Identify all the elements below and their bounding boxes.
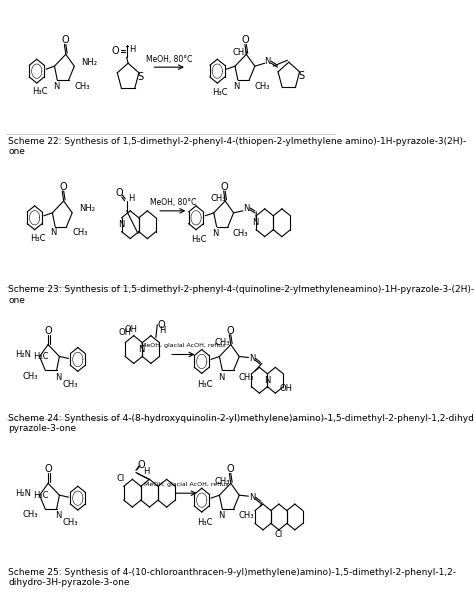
Text: MeOH, glacial AcOH, reflux: MeOH, glacial AcOH, reflux [144, 482, 228, 487]
Text: H: H [159, 326, 165, 335]
Text: H: H [129, 45, 136, 54]
Text: Scheme 22: Synthesis of 1,5-dimethyl-2-phenyl-4-(thiopen-2-ylmethylene amino)-1H: Scheme 22: Synthesis of 1,5-dimethyl-2-p… [9, 136, 467, 156]
Text: O: O [45, 326, 53, 336]
Text: N: N [212, 229, 219, 238]
Text: H₂N: H₂N [15, 489, 31, 498]
Text: Cl: Cl [116, 474, 125, 483]
Text: CH₃: CH₃ [23, 372, 38, 381]
Text: O: O [158, 320, 165, 329]
Text: H₃C: H₃C [30, 234, 45, 243]
Text: CH₃: CH₃ [233, 229, 248, 238]
Text: N: N [55, 373, 61, 382]
Text: N: N [53, 82, 59, 91]
Text: H₃C: H₃C [32, 88, 47, 96]
Text: N: N [218, 373, 224, 382]
Text: O: O [242, 35, 249, 46]
Text: CH₃: CH₃ [62, 380, 78, 389]
Text: N: N [138, 345, 145, 354]
Text: O: O [138, 460, 146, 471]
Text: O: O [220, 182, 228, 192]
Text: O: O [111, 46, 119, 56]
Text: N: N [264, 56, 271, 66]
Text: N: N [51, 228, 57, 237]
Text: N: N [233, 82, 239, 91]
Text: CH₃: CH₃ [23, 510, 38, 519]
Text: CH₃: CH₃ [62, 519, 78, 528]
Text: CH₃: CH₃ [215, 338, 230, 347]
Text: O: O [61, 35, 69, 46]
Text: H₃C: H₃C [197, 380, 212, 389]
Text: N: N [218, 511, 224, 520]
Text: N: N [249, 354, 255, 363]
Text: NH₂: NH₂ [82, 58, 97, 67]
Text: H₃C: H₃C [197, 519, 212, 528]
Text: H: H [128, 195, 135, 204]
Text: O: O [45, 465, 53, 474]
Text: S: S [138, 72, 144, 82]
Text: H₂N: H₂N [15, 350, 31, 359]
Text: H₃C: H₃C [191, 235, 207, 244]
Text: MeOH, 80°C: MeOH, 80°C [146, 55, 192, 64]
Text: N: N [55, 511, 61, 520]
Text: N: N [118, 220, 124, 229]
Text: CH₃: CH₃ [238, 511, 254, 520]
Text: Scheme 23: Synthesis of 1,5-dimethyl-2-phenyl-4-(quinoline-2-ylmethyleneamino)-1: Scheme 23: Synthesis of 1,5-dimethyl-2-p… [9, 285, 474, 305]
Text: N: N [252, 218, 259, 227]
Text: H: H [143, 467, 149, 476]
Text: S: S [299, 71, 305, 81]
Text: N: N [249, 493, 255, 502]
Text: O: O [226, 326, 234, 336]
Text: N: N [243, 204, 249, 213]
Text: O: O [226, 465, 234, 474]
Text: H₃C: H₃C [33, 490, 49, 499]
Text: CH₃: CH₃ [210, 195, 226, 204]
Text: OH: OH [125, 325, 137, 334]
Text: CH₃: CH₃ [74, 82, 90, 91]
Text: OH: OH [118, 328, 131, 337]
Text: O: O [59, 182, 67, 192]
Text: MeOH, glacial AcOH, reflux: MeOH, glacial AcOH, reflux [141, 343, 226, 348]
Text: N: N [264, 376, 270, 385]
Text: CH₃: CH₃ [238, 373, 254, 382]
Text: CH₃: CH₃ [233, 48, 248, 57]
Text: Scheme 24: Synthesis of 4-(8-hydroxyquinolin-2-yl)methylene)amino)-1,5-dimethyl-: Scheme 24: Synthesis of 4-(8-hydroxyquin… [9, 414, 474, 433]
Text: CH₃: CH₃ [72, 228, 88, 237]
Text: NH₂: NH₂ [79, 204, 95, 213]
Text: MeOH, 80°C: MeOH, 80°C [149, 198, 196, 207]
Text: CH₃: CH₃ [215, 477, 230, 486]
Text: O: O [116, 188, 123, 198]
Text: OH: OH [280, 384, 292, 393]
Text: Scheme 25: Synthesis of 4-(10-chloroanthracen-9-yl)methylene)amino)-1,5-dimethyl: Scheme 25: Synthesis of 4-(10-chloroanth… [9, 567, 456, 587]
Text: Cl: Cl [275, 530, 283, 539]
Text: CH₃: CH₃ [254, 82, 270, 91]
Text: H₃C: H₃C [212, 88, 228, 97]
Text: H₃C: H₃C [33, 352, 49, 361]
